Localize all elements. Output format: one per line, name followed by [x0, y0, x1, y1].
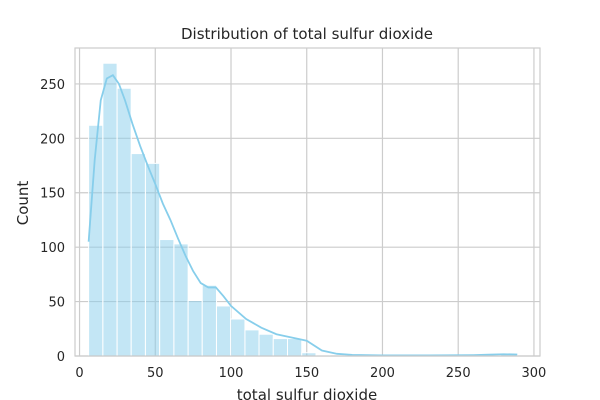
plot-frame: [74, 47, 541, 357]
histogram-bar: [88, 124, 104, 357]
histogram-bar: [187, 299, 203, 357]
ticks-layer: 0 50 100 150 200 250 300 0 50 100 150 200 250: [40, 78, 546, 381]
x-tick-label: 300: [522, 366, 547, 381]
histogram-bar: [215, 305, 232, 357]
histogram-bar: [287, 338, 303, 357]
x-tick-label: 200: [370, 366, 395, 381]
x-tick-label: 100: [219, 366, 244, 381]
x-tick-label: 0: [75, 366, 83, 381]
x-tick-label: 50: [147, 366, 164, 381]
y-tick-label: 150: [40, 187, 65, 202]
histogram-bar: [201, 284, 217, 357]
kde-curve: [87, 74, 518, 357]
y-tick-label: 200: [40, 132, 65, 147]
histogram-bar: [272, 338, 289, 357]
histogram-bar: [244, 329, 260, 357]
y-tick-label: 0: [57, 350, 65, 365]
histogram-bar: [102, 62, 118, 357]
y-tick-label: 50: [48, 296, 65, 311]
histogram-bar: [258, 333, 274, 357]
x-axis-label: total sulfur dioxide: [237, 386, 377, 400]
histogram-bar: [230, 318, 246, 357]
x-tick-label: 150: [294, 366, 319, 381]
bars-layer: [88, 62, 518, 357]
x-tick-label: 250: [446, 366, 471, 381]
y-tick-label: 100: [40, 241, 65, 256]
chart-title: Distribution of total sulfur dioxide: [181, 25, 433, 43]
histogram-bar: [116, 87, 132, 357]
histogram-bar: [130, 153, 146, 357]
y-tick-label: 250: [40, 78, 65, 93]
y-axis-label: Count: [14, 181, 32, 226]
histogram-bar: [173, 243, 189, 357]
histogram-bar: [159, 239, 175, 357]
